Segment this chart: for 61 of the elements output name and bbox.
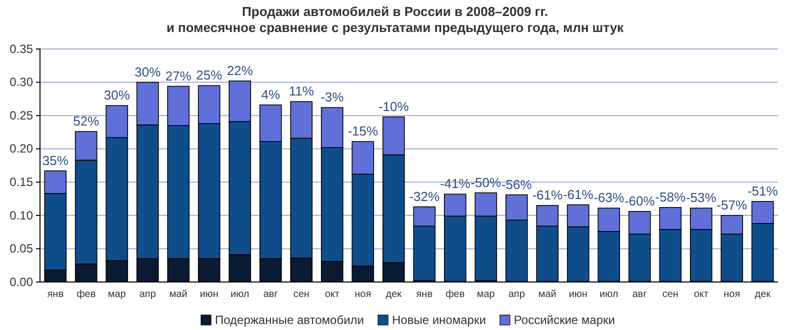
y-tick-label: 0.00 [10,274,34,289]
x-tick-label: июн [568,289,588,300]
x-tick-label: май [538,289,556,300]
annotation: 30% [104,88,130,103]
legend-label: Российские марки [514,313,615,327]
y-tick-label: 0.15 [10,174,34,189]
x-tick-label: дек [754,289,772,300]
x-tick-label: ноя [354,289,372,300]
x-tick-label: сен [293,289,310,300]
x-tick-label: мар [476,289,496,300]
y-tick-label: 0.20 [10,142,34,156]
x-tick-label: июн [200,289,218,300]
annotation: -15% [348,124,378,139]
annotation: -41% [440,176,471,192]
annotation: 52% [73,114,100,129]
x-tick-label: авг [632,289,648,300]
annotation: -32% [409,188,440,204]
x-tick-label: фев [446,289,465,300]
x-tick-label: дек [386,289,402,300]
y-tick-label: 0.35 [10,42,34,56]
x-tick-label: июл [230,289,250,300]
x-tick-label: мар [108,289,126,300]
annotation: 30% [134,64,162,80]
x-tick-label: окт [324,289,340,300]
annotation: -58% [655,189,686,204]
legend-label: Новые иномарки [392,313,486,327]
x-tick-label: июл [600,289,618,300]
x-tick-label: фев [76,289,96,300]
annotation: -56% [501,176,532,192]
x-tick-label: апр [508,289,526,300]
x-tick-label: ноя [724,289,740,300]
annotation: 27% [165,68,192,84]
x-tick-label: окт [694,289,709,300]
chart-title: Продажи автомобилей в России в 2008–2009 гг. [242,4,548,19]
annotation: -50% [470,174,502,190]
annotation: 22% [226,62,254,78]
y-tick-label: 0.25 [10,108,34,122]
annotation: -63% [594,190,624,206]
chart-subtitle: и помесячное сравнение с результатами предыдущего года, млн штук [166,20,624,35]
annotation: 35% [42,152,69,168]
annotation: -60% [624,193,656,208]
annotation: 11% [288,84,314,99]
annotation: 4% [261,86,280,102]
annotation: -51% [747,183,778,198]
annotation: -61% [562,186,594,202]
legend-label: Подержанные автомобили [215,313,364,327]
x-tick-label: авг [263,289,278,300]
x-tick-label: сен [662,289,678,300]
x-tick-label: янв [416,289,432,300]
x-tick-label: апр [139,289,156,300]
annotation: -10% [378,98,410,114]
x-tick-label: май [169,289,188,300]
y-tick-label: 0.10 [10,208,34,222]
annotation: -53% [686,190,717,206]
y-tick-label: 0.30 [10,75,34,90]
annotation: -3% [320,90,344,105]
y-tick-label: 0.05 [10,242,34,256]
annotation: 25% [196,68,223,83]
annotation: -61% [532,187,563,202]
x-tick-label: янв [47,289,64,300]
annotation: -57% [716,197,748,212]
